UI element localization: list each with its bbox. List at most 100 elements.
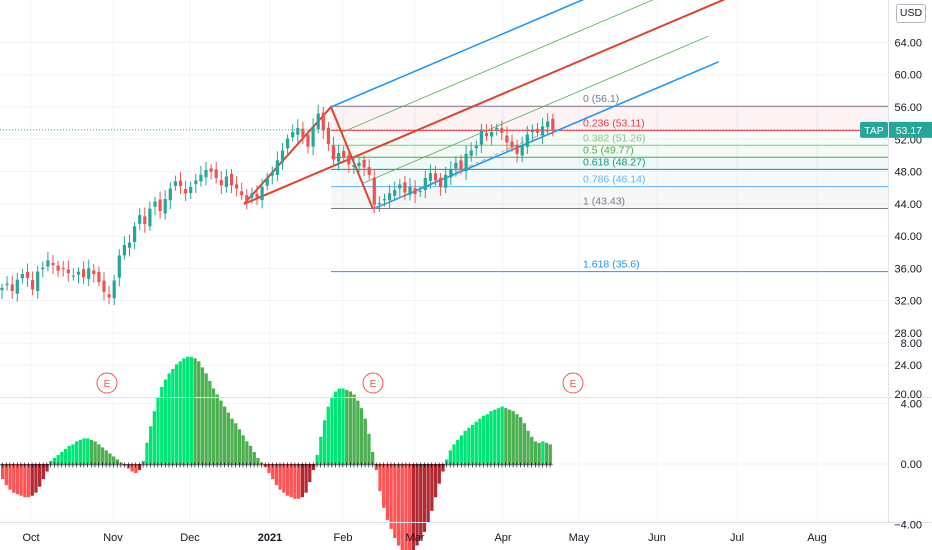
candle-body: [479, 130, 483, 145]
histogram-bar: [422, 464, 427, 532]
time-tick-label: Nov: [103, 532, 123, 544]
histogram-bar: [367, 433, 371, 464]
candle-body: [255, 193, 259, 198]
candle-body: [112, 280, 116, 299]
zero-cross-marker: +: [425, 461, 432, 470]
candle-body: [143, 216, 147, 225]
histogram-bar: [38, 464, 42, 487]
histogram-bar: [319, 436, 323, 464]
histogram-bar: [315, 454, 319, 464]
zero-cross-marker: +: [299, 461, 306, 470]
candle-body: [418, 190, 422, 192]
candle-body: [209, 168, 213, 172]
histogram-bar: [156, 397, 160, 464]
zero-cross-marker: +: [473, 461, 480, 470]
histogram-bar: [248, 445, 253, 464]
candle-body: [235, 184, 239, 189]
zero-cross-marker: +: [258, 461, 265, 470]
fib-level-label: 0.236 (53.11): [583, 117, 645, 129]
histogram-bar: [160, 386, 164, 464]
zero-cross-marker: +: [25, 461, 32, 470]
zero-cross-marker: +: [384, 461, 391, 470]
candle-body: [194, 180, 198, 185]
histogram-bar: [208, 380, 212, 464]
earnings-marker[interactable]: E: [362, 372, 384, 394]
candle-body: [296, 127, 300, 135]
earnings-marker[interactable]: E: [96, 372, 118, 394]
zero-cross-marker: +: [262, 461, 269, 470]
candle-body: [413, 188, 417, 195]
histogram-bar: [256, 457, 260, 464]
andrews-pitchfork[interactable]: [243, 0, 806, 210]
earnings-marker[interactable]: E: [562, 372, 584, 394]
histogram-bar: [478, 418, 482, 464]
histogram-bar: [197, 361, 201, 464]
histogram-bar: [382, 464, 386, 508]
zero-cross-marker: +: [99, 461, 106, 470]
zero-cross-marker: +: [18, 461, 25, 470]
price-tag-symbol: TAP: [864, 125, 884, 137]
histogram-bar: [237, 429, 242, 464]
zero-cross-marker: +: [476, 461, 483, 470]
currency-button[interactable]: USD: [896, 4, 926, 23]
histogram-bar: [334, 391, 338, 464]
candle-body: [495, 127, 499, 130]
zero-cross-marker: +: [536, 461, 543, 470]
histogram-bar: [504, 408, 508, 464]
histogram-bar: [234, 423, 238, 464]
histogram-bar: [500, 406, 504, 464]
candle-body: [168, 188, 172, 201]
zero-cross-marker: +: [36, 461, 43, 470]
histogram-bar: [385, 464, 390, 520]
histogram-bar: [311, 464, 316, 471]
fibonacci-retracement[interactable]: 0 (56.1) 0.236 (53.11) 0.382 (51.26)0.5 (4…: [331, 93, 888, 273]
zero-cross-marker: +: [180, 461, 187, 470]
zero-cross-marker: +: [0, 461, 6, 470]
zero-cross-marker: +: [40, 461, 47, 470]
zero-cross-marker: +: [462, 461, 469, 470]
zero-cross-marker: +: [288, 461, 295, 470]
histogram-bar: [67, 445, 71, 464]
price-tag-value: 53.17: [896, 125, 922, 137]
candle-body: [408, 186, 412, 195]
fib-band: [331, 157, 888, 170]
zero-cross-marker: +: [143, 461, 150, 470]
histogram-bar: [100, 447, 105, 464]
zero-cross-marker: +: [358, 461, 365, 470]
histogram-bar: [463, 430, 467, 464]
histogram-bar: [341, 388, 345, 464]
time-tick-label: Aug: [807, 532, 827, 544]
candle-body: [352, 165, 356, 167]
zero-cross-marker: +: [399, 461, 406, 470]
zero-cross-marker: +: [495, 461, 502, 470]
zero-cross-marker: +: [69, 461, 76, 470]
histogram-bar: [171, 368, 175, 464]
histogram-bar: [293, 464, 297, 499]
histogram-bar: [211, 388, 216, 464]
zero-cross-marker: +: [125, 461, 132, 470]
candle-body: [199, 174, 203, 182]
zero-cross-marker: +: [447, 461, 454, 470]
histogram-bar: [78, 439, 82, 464]
candle-body: [41, 267, 45, 270]
zero-cross-marker: +: [62, 461, 69, 470]
candle-body: [265, 178, 269, 186]
zero-cross-marker: +: [340, 461, 347, 470]
zero-cross-marker: +: [188, 461, 195, 470]
histogram-bar: [378, 464, 382, 492]
histogram-bar: [330, 397, 334, 464]
zero-cross-marker: +: [454, 461, 461, 470]
zero-cross-marker: +: [92, 461, 99, 470]
histogram-bar: [163, 379, 168, 464]
zero-cross-marker: +: [362, 461, 369, 470]
histogram-bar: [71, 444, 75, 464]
zero-cross-marker: +: [273, 461, 280, 470]
candle-body: [286, 138, 290, 149]
zero-cross-marker: +: [347, 461, 354, 470]
zero-cross-marker: +: [443, 461, 450, 470]
candle-body: [133, 226, 137, 242]
histogram-bar: [41, 464, 45, 480]
histogram-bar: [200, 367, 205, 464]
